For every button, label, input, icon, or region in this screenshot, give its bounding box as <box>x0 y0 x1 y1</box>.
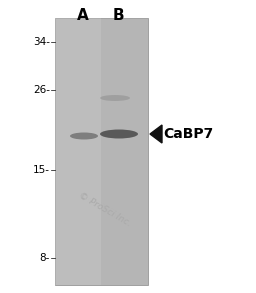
Text: CaBP7: CaBP7 <box>163 127 213 141</box>
Polygon shape <box>150 125 162 143</box>
Ellipse shape <box>100 130 138 139</box>
Bar <box>55 18 101 285</box>
Ellipse shape <box>70 132 98 139</box>
Text: B: B <box>112 8 124 23</box>
Text: 26-: 26- <box>33 85 50 95</box>
Bar <box>55 18 148 285</box>
Text: 15-: 15- <box>33 165 50 175</box>
Text: A: A <box>77 8 89 23</box>
Text: 8-: 8- <box>40 253 50 263</box>
Ellipse shape <box>100 95 130 101</box>
Text: © ProSci Inc.: © ProSci Inc. <box>77 191 133 229</box>
Bar <box>101 18 148 285</box>
Text: 34-: 34- <box>33 37 50 47</box>
